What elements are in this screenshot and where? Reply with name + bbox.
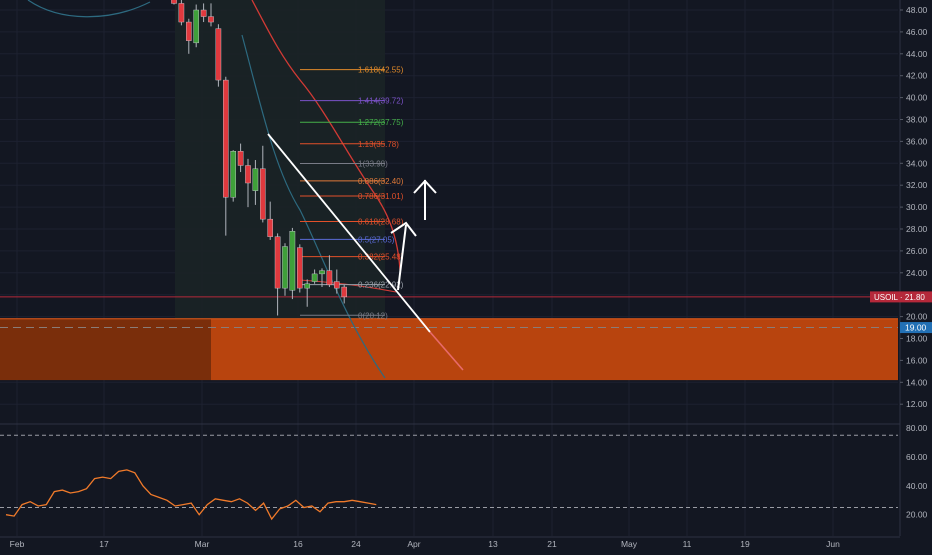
price-tick-label: 48.00: [906, 5, 928, 15]
support-zone: [0, 0, 898, 381]
bearish-candle: [222, 79, 229, 198]
price-tick-label: 26.00: [906, 246, 928, 256]
bearish-candle: [297, 247, 303, 289]
up-arrow-lower-head: [390, 221, 417, 237]
up-arrow-lower-shaft: [397, 224, 407, 291]
fib-level-label: 0.236(22.92): [358, 281, 404, 290]
oscillator-pane: [0, 434, 898, 521]
target-price-tag-label: 19.00: [905, 323, 927, 333]
fib-level-label: 0.618(28.68): [358, 218, 404, 227]
bearish-candle: [274, 236, 281, 289]
channel-curve-lower: [241, 34, 386, 379]
fib-level-label: 1.13(35.78): [358, 140, 399, 149]
price-tick-label: 40.00: [906, 93, 928, 103]
up-arrow-upper-head: [413, 179, 437, 194]
price-tick-label: 44.00: [906, 49, 928, 59]
fib-level-label: 0(20.12): [358, 311, 388, 320]
time-tick-label: 13: [488, 539, 498, 549]
oscillator-tick-label: 60.00: [906, 452, 928, 462]
oscillator-tick-label: 20.00: [906, 510, 928, 520]
bullish-candle: [193, 9, 200, 44]
bearish-candle: [237, 151, 244, 166]
fib-level-label: 0.886(32.40): [358, 177, 404, 186]
fib-level-label: 1.272(37.75): [358, 118, 404, 127]
fibonacci-levels: 0(20.12) 0.236(22.92) 0.382(25.48) 0.5(27.0…: [300, 66, 404, 320]
trendline-projection: [429, 331, 464, 371]
bearish-candle: [171, 0, 177, 4]
drawings: [267, 133, 464, 371]
last-price-tag-label: USOIL · 21.80: [874, 293, 925, 302]
fib-level-label: 1(33.98): [358, 160, 388, 169]
price-tick-label: 18.00: [906, 334, 928, 344]
bullish-candle: [252, 168, 259, 191]
moving-average-line: [251, 0, 401, 271]
bearish-candle: [334, 281, 340, 289]
price-tick-label: 14.00: [906, 377, 928, 387]
support-zone-left: [0, 318, 211, 381]
short-average-line: [299, 279, 397, 293]
time-tick-label: 21: [547, 539, 557, 549]
price-tags: USOIL · 21.80 19.00: [870, 291, 932, 334]
candles: [171, 0, 348, 316]
oscillator-tick-label: 80.00: [906, 423, 928, 433]
oscillator-line: [5, 469, 377, 521]
bullish-candle: [282, 246, 288, 289]
bullish-candle: [311, 273, 318, 282]
price-tick-label: 42.00: [906, 71, 928, 81]
fib-level-label: 0.382(25.48): [358, 253, 404, 262]
time-tick-label: Jun: [826, 539, 840, 549]
trendline: [267, 133, 431, 333]
time-tick-label: 16: [293, 539, 303, 549]
time-tick-label: 19: [740, 539, 750, 549]
time-tick-label: May: [621, 539, 638, 549]
price-tick-label: 30.00: [906, 202, 928, 212]
channel-curve-top: [27, 0, 151, 18]
oscillator-tick-label: 40.00: [906, 481, 928, 491]
price-tick-label: 38.00: [906, 115, 928, 125]
price-tick-label: 28.00: [906, 224, 928, 234]
fib-level-label: 0.786(31.01): [358, 192, 404, 201]
time-tick-label: Apr: [407, 539, 420, 549]
bearish-candle: [178, 3, 185, 23]
price-tick-label: 32.00: [906, 180, 928, 190]
grid: [0, 0, 900, 536]
price-tick-label: 36.00: [906, 136, 928, 146]
bullish-candle: [319, 270, 325, 275]
time-tick-label: Mar: [195, 539, 210, 549]
support-zone-right: [211, 318, 898, 381]
bullish-candle: [289, 230, 296, 291]
fib-shaded-area: [175, 0, 385, 380]
bearish-candle: [215, 28, 222, 81]
price-tick-label: 16.00: [906, 355, 928, 365]
price-tick-label: 20.00: [906, 312, 928, 322]
bearish-candle: [326, 270, 333, 286]
price-tick-label: 34.00: [906, 158, 928, 168]
price-tick-label: 12.00: [906, 399, 928, 409]
bearish-candle: [245, 165, 251, 184]
indicator-lines: [27, 0, 401, 379]
bearish-candle: [260, 168, 266, 220]
price-tick-label: 24.00: [906, 268, 928, 278]
bearish-candle: [185, 21, 192, 41]
bullish-candle: [230, 151, 237, 198]
time-tick-label: Feb: [10, 539, 25, 549]
fib-level-label: 1.414(39.72): [358, 97, 404, 106]
time-tick-label: 24: [351, 539, 361, 549]
bullish-candle: [304, 283, 311, 289]
fib-level-label: 0.5(27.05): [358, 235, 395, 244]
fib-level-label: 1.618(42.55): [358, 66, 404, 75]
bearish-candle: [200, 9, 207, 17]
time-tick-label: 11: [683, 539, 692, 549]
bearish-candle: [267, 218, 274, 237]
target-price-tag: [900, 322, 932, 334]
bearish-candle: [341, 286, 348, 298]
bearish-candle: [208, 16, 214, 23]
time-tick-label: 17: [99, 539, 109, 549]
price-tick-label: 46.00: [906, 27, 928, 37]
last-price-tag: [870, 291, 932, 303]
